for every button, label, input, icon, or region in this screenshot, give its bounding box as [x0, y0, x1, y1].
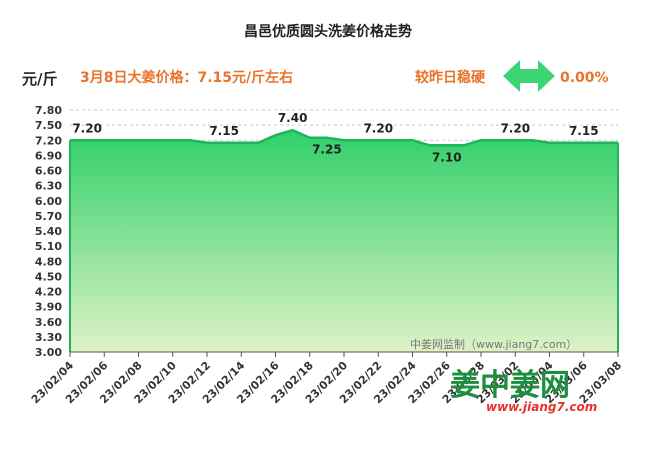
- data-label: 7.15: [569, 124, 599, 138]
- logo-url: www.jiang7.com: [486, 400, 597, 414]
- y-tick-label: 6.60: [35, 165, 62, 178]
- y-tick-label: 6.90: [35, 149, 62, 162]
- data-label: 7.20: [72, 121, 102, 135]
- chart-title: 昌邑优质圆头洗姜价格走势: [244, 23, 412, 40]
- y-tick-label: 3.60: [35, 316, 62, 329]
- data-label: 7.15: [209, 124, 239, 138]
- logo: 姜中姜网 www.jiang7.com: [450, 368, 597, 414]
- y-tick-label: 4.50: [35, 270, 62, 283]
- y-tick-label: 6.30: [35, 180, 62, 193]
- change-label: 较昨日稳硬: [415, 69, 486, 86]
- y-tick-label: 5.70: [35, 210, 62, 223]
- data-label: 7.40: [278, 111, 308, 125]
- y-tick-label: 5.40: [35, 225, 62, 238]
- data-label: 7.20: [363, 121, 393, 135]
- y-tick-label: 3.90: [35, 301, 62, 314]
- y-tick-label: 7.80: [35, 104, 62, 117]
- y-tick-label: 3.30: [35, 331, 62, 344]
- y-tick-label: 7.50: [35, 119, 62, 132]
- area-series: [69, 128, 619, 353]
- y-tick-label: 4.20: [35, 286, 62, 299]
- change-value: 0.00%: [560, 70, 609, 86]
- data-label: 7.10: [432, 150, 462, 164]
- price-note: 3月8日大姜价格：7.15元/斤左右: [80, 69, 293, 86]
- data-labels: 7.20 7.15 7.40 7.25 7.20 7.10 7.20 7.15: [72, 111, 598, 164]
- y-unit-label: 元/斤: [22, 70, 57, 88]
- y-axis-ticks: 3.00 3.30 3.60 3.90 4.20 4.50 4.80 5.10 5.40 5.70…: [35, 104, 62, 359]
- source-watermark: 中姜网监制（www.jiang7.com）: [410, 337, 577, 351]
- y-tick-label: 3.00: [35, 346, 62, 359]
- area-fill: [70, 130, 618, 352]
- y-tick-label: 5.10: [35, 240, 62, 253]
- y-tick-label: 7.20: [35, 134, 62, 147]
- logo-text: 姜中姜网: [450, 368, 570, 403]
- data-label: 7.25: [312, 143, 342, 157]
- series-line: [70, 128, 618, 147]
- y-tick-label: 4.80: [35, 255, 62, 268]
- y-tick-label: 6.00: [35, 195, 62, 208]
- data-label: 7.20: [500, 121, 530, 135]
- double-arrow-icon: [503, 60, 555, 92]
